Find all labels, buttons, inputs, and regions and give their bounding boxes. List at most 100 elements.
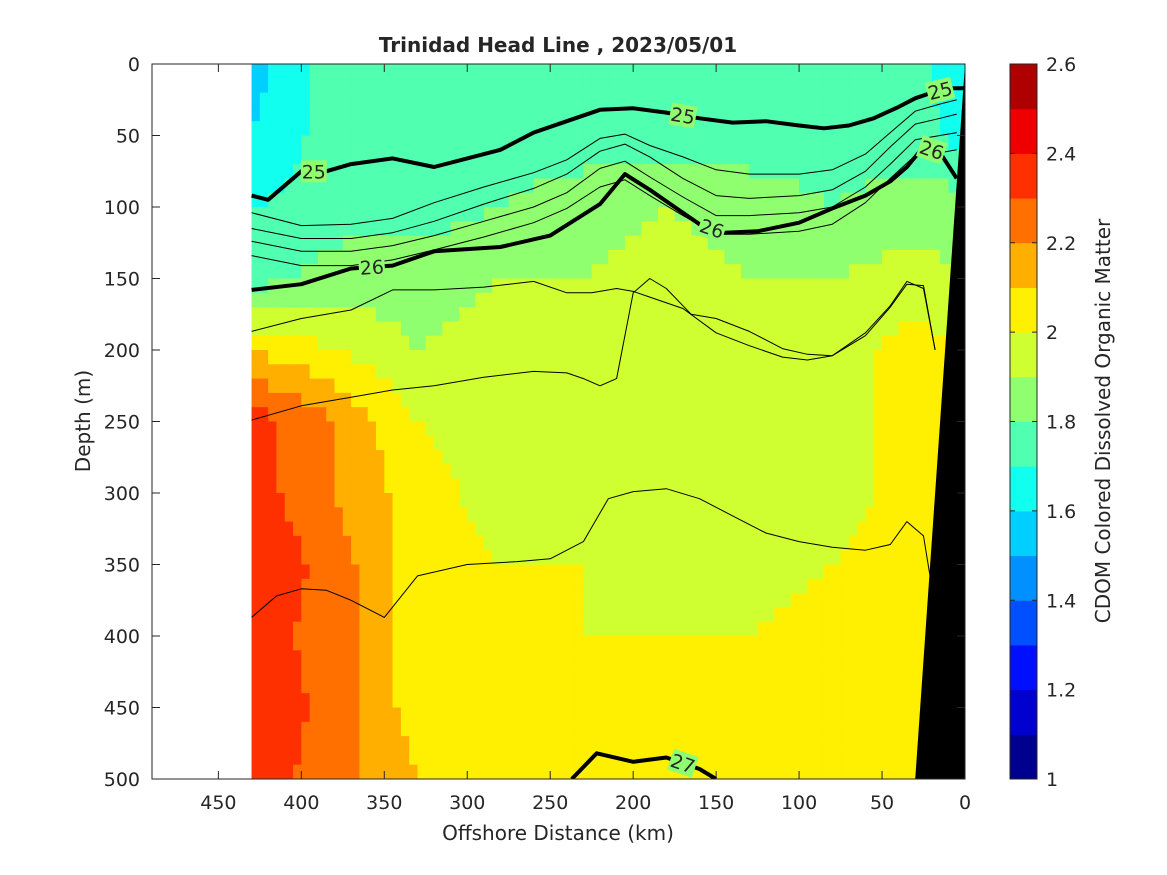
- field-cell: [591, 335, 601, 351]
- field-cell: [276, 750, 286, 766]
- field-cell: [882, 92, 891, 108]
- field-cell: [857, 707, 867, 723]
- field-cell: [815, 407, 825, 423]
- field-cell: [334, 421, 344, 437]
- field-cell: [608, 149, 618, 165]
- field-cell: [741, 764, 750, 779]
- field-cell: [317, 92, 327, 108]
- field-cell: [649, 535, 659, 551]
- field-cell: [326, 121, 336, 137]
- field-cell: [799, 278, 808, 294]
- field-cell: [832, 164, 842, 179]
- field-cell: [517, 106, 526, 122]
- field-cell: [674, 478, 684, 494]
- field-cell: [599, 750, 609, 766]
- field-cell: [442, 435, 452, 451]
- field-cell: [857, 335, 867, 351]
- field-cell: [508, 507, 518, 523]
- field-cell: [500, 578, 510, 594]
- field-cell: [583, 221, 593, 237]
- field-cell: [832, 721, 842, 737]
- field-cell: [276, 535, 286, 551]
- field-cell: [757, 178, 767, 194]
- field-cell: [317, 235, 327, 251]
- field-cell: [467, 78, 477, 94]
- field-cell: [409, 164, 419, 179]
- field-cell: [815, 493, 825, 508]
- field-cell: [467, 292, 477, 308]
- field-cell: [334, 235, 344, 251]
- field-cell: [790, 593, 800, 608]
- colorbar-tick-label: 2.4: [1046, 143, 1076, 165]
- field-cell: [400, 321, 410, 337]
- field-cell: [765, 392, 775, 408]
- field-cell: [923, 564, 933, 580]
- field-cell: [575, 507, 584, 523]
- field-cell: [765, 278, 775, 294]
- field-cell: [815, 750, 825, 766]
- field-cell: [641, 307, 651, 322]
- field-cell: [807, 92, 817, 108]
- colorbar-tick-label: 1.2: [1046, 680, 1076, 702]
- field-cell: [392, 321, 402, 337]
- field-cell: [865, 278, 875, 294]
- field-cell: [450, 550, 460, 566]
- field-cell: [409, 593, 419, 608]
- field-cell: [749, 764, 759, 779]
- field-cell: [533, 207, 543, 222]
- field-cell: [326, 750, 336, 766]
- field-cell: [641, 478, 651, 494]
- field-cell: [923, 507, 933, 523]
- field-cell: [334, 221, 344, 237]
- field-cell: [458, 92, 468, 108]
- field-cell: [616, 249, 626, 265]
- field-cell: [699, 106, 709, 122]
- field-cell: [815, 636, 825, 651]
- field-cell: [807, 693, 817, 709]
- field-cell: [458, 493, 468, 508]
- field-cell: [450, 121, 460, 137]
- field-cell: [251, 736, 261, 751]
- field-cell: [268, 221, 278, 237]
- field-cell: [641, 235, 651, 251]
- field-cell: [450, 335, 460, 351]
- field-cell: [500, 178, 510, 194]
- field-cell: [915, 407, 925, 423]
- field-cell: [326, 636, 336, 651]
- contour-line: [251, 144, 959, 292]
- field-cell: [624, 292, 634, 308]
- field-cell: [351, 221, 360, 237]
- field-cell: [815, 64, 825, 79]
- field-cell: [517, 207, 526, 222]
- field-cell: [724, 64, 734, 79]
- field-cell: [566, 578, 576, 594]
- field-cell: [749, 650, 759, 666]
- field-cell: [674, 464, 684, 480]
- field-cell: [558, 550, 568, 566]
- field-cell: [500, 478, 510, 494]
- field-cell: [434, 493, 443, 508]
- field-cell: [450, 493, 460, 508]
- field-cell: [848, 435, 858, 451]
- field-cell: [508, 521, 518, 537]
- field-cell: [475, 593, 485, 608]
- field-cell: [608, 693, 618, 709]
- field-cell: [641, 321, 651, 337]
- field-cell: [674, 550, 684, 566]
- field-cell: [732, 450, 742, 465]
- field-cell: [616, 736, 626, 751]
- field-cell: [268, 106, 278, 122]
- field-cell: [865, 693, 875, 709]
- field-cell: [533, 493, 543, 508]
- field-cell: [301, 550, 311, 566]
- field-cell: [641, 521, 651, 537]
- field-cell: [442, 750, 452, 766]
- field-cell: [458, 392, 468, 408]
- field-cell: [732, 264, 742, 280]
- field-cell: [923, 121, 933, 137]
- field-cell: [467, 364, 477, 380]
- field-cell: [566, 650, 576, 666]
- field-cell: [641, 378, 651, 394]
- field-cell: [832, 149, 842, 165]
- field-cell: [741, 350, 750, 365]
